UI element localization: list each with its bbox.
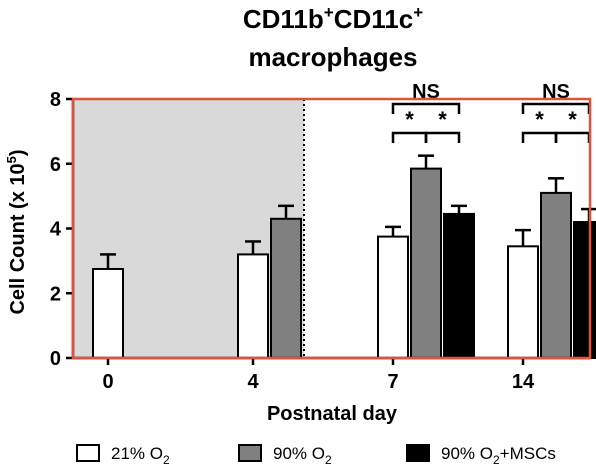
legend-label-suffix-2: +MSCs	[500, 444, 556, 463]
significance-group: NS * * NS * *	[391, 81, 591, 143]
plot-frame	[71, 97, 592, 360]
bar-1-14	[540, 191, 572, 359]
y-axis-label-text: Cell Count (x 10	[7, 163, 29, 314]
x-tick-label-4: 4	[247, 371, 259, 393]
legend-label-main-2: 90% O	[441, 444, 493, 463]
significance-label-5: *	[568, 107, 577, 132]
bar-2-7	[443, 212, 475, 359]
legend-swatch-0	[76, 444, 100, 462]
x-tick-label-7: 7	[387, 371, 398, 393]
title-superscript-2: +	[413, 3, 423, 22]
significance-bracket-3	[521, 102, 591, 114]
title-part-1: CD11b	[243, 4, 324, 34]
title-superscript-1: +	[324, 3, 334, 22]
x-tick-label-0: 0	[102, 371, 113, 393]
legend-label-subscript-0: 2	[163, 453, 170, 467]
legend-label-main-0: 21% O	[111, 444, 163, 463]
significance-label-3: NS	[542, 81, 570, 103]
bar-1-4	[270, 217, 302, 359]
significance-bracket-0	[391, 102, 461, 114]
y-tick-label-6: 6	[50, 154, 61, 176]
legend-swatch-2	[406, 444, 430, 462]
significance-label-1: *	[405, 107, 414, 132]
legend: 21% O2 90% O2 90% O2+MSCs	[76, 444, 556, 467]
legend-label-0: 21% O2	[111, 444, 170, 467]
legend-swatch-1	[238, 444, 262, 462]
x-axis-label: Postnatal day	[267, 403, 398, 425]
legend-label-1: 90% O2	[273, 444, 332, 467]
legend-label-main-1: 90% O	[273, 444, 325, 463]
bar-0-7	[377, 235, 409, 359]
significance-label-2: *	[438, 107, 447, 132]
y-tick-label-8: 8	[50, 89, 61, 111]
bar-1-7	[410, 167, 442, 359]
legend-label-subscript-1: 2	[325, 453, 332, 467]
legend-label-2: 90% O2+MSCs	[441, 444, 556, 467]
chart-title-line1: CD11b+CD11c+	[243, 3, 423, 34]
x-tick-label-14: 14	[512, 371, 535, 393]
title-part-2: CD11c	[334, 4, 414, 34]
y-ticks-group: 0 2 4 6 8	[50, 89, 73, 370]
bar-0-4	[237, 253, 269, 359]
y-axis-label-exponent: 5	[4, 156, 19, 163]
bar-0-0	[92, 267, 124, 359]
chart-title-line2: macrophages	[248, 42, 417, 72]
y-tick-label-0: 0	[50, 348, 61, 370]
y-axis-label: Cell Count (x 105)	[4, 149, 29, 314]
significance-label-4: *	[535, 107, 544, 132]
y-tick-label-2: 2	[50, 283, 61, 305]
significance-bracket-1	[391, 131, 428, 143]
legend-label-subscript-2: 2	[493, 453, 500, 467]
y-axis-label-close: )	[7, 149, 29, 156]
significance-bracket-4	[521, 131, 558, 143]
bar-2-14	[573, 221, 596, 359]
significance-bracket-5	[554, 131, 591, 143]
bar-0-14	[507, 245, 539, 359]
x-ticks-group: 0 4 7 14	[102, 358, 535, 393]
significance-label-0: NS	[412, 81, 440, 103]
y-tick-label-4: 4	[50, 219, 62, 241]
significance-bracket-2	[424, 131, 461, 143]
error-bars-group	[100, 154, 596, 269]
